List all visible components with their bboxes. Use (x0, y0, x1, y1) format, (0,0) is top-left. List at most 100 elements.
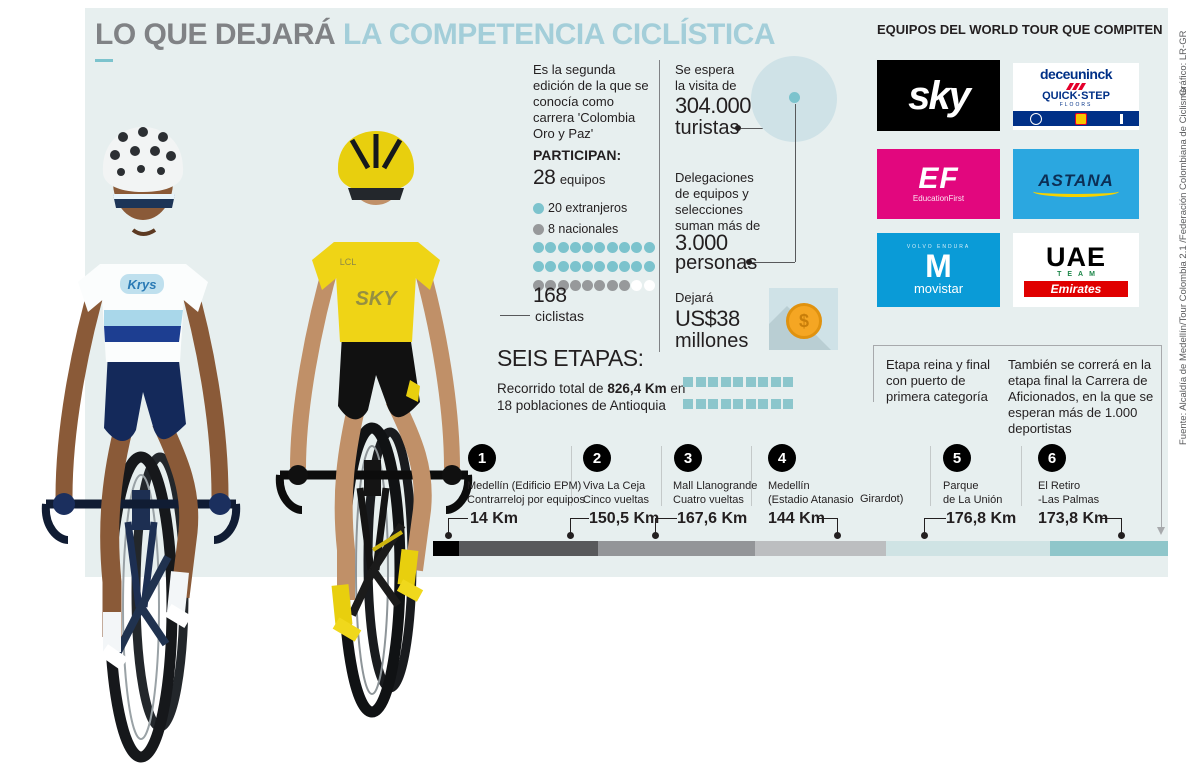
town-square (733, 399, 743, 409)
km-leader (448, 518, 468, 519)
km-leader (818, 518, 838, 519)
delegations-intro: Delegaciones de equipos y selecciones su… (675, 170, 787, 234)
team-dot-teal (582, 260, 594, 272)
uae-emirates: Emirates (1024, 280, 1128, 297)
team-dot-teal (569, 260, 581, 272)
team-dot-teal (545, 260, 557, 272)
tourists-bubble-dot (789, 92, 800, 103)
bar-segment-5 (886, 541, 1050, 556)
stage-3-km: 167,6 Km (677, 510, 748, 527)
delegations-unit: personas (675, 252, 758, 274)
stage-2-location: Viva La Ceja Cinco vueltas (583, 480, 650, 506)
sky-wordmark: sky (908, 73, 971, 118)
intro-text: Es la segunda edición de la que se conoc… (533, 62, 649, 141)
stage-1-km: 14 Km (470, 510, 519, 527)
delegations-l1: Delegaciones (675, 170, 754, 185)
km-leader (655, 518, 677, 519)
delegations-connector-line (795, 104, 796, 262)
tourists-intro: Se espera la visita de (675, 62, 775, 94)
movistar-wordmark: movistar (913, 281, 964, 296)
stage-3-location: Mall Llanogrande Cuatro vueltas (673, 480, 758, 506)
team-dot-gray (582, 279, 594, 291)
stage-5-bar-dot (921, 532, 928, 539)
stage-2-number: 2 (583, 444, 611, 472)
legend-foreign-label: 20 extranjeros (548, 201, 628, 215)
arrow-down-icon (1157, 527, 1165, 535)
route-description: Recorrido total de 826,4 Km en 18 poblac… (497, 380, 685, 414)
team-logo-uae: UAE TEAM Emirates (1013, 233, 1139, 307)
town-square (683, 377, 693, 387)
teams-dot-grid (533, 242, 659, 298)
stage-2-bar-dot (567, 532, 574, 539)
km-leader (1121, 518, 1122, 534)
deceuninck-wordmark: deceuninck (1039, 66, 1113, 82)
team-dot-teal (643, 242, 655, 253)
astana-wordmark: ASTANA (1038, 170, 1114, 190)
note-queen-stage: Etapa reina y final con puerto de primer… (886, 357, 991, 404)
town-square (770, 399, 781, 409)
tourists-value: 304.000 (675, 93, 752, 118)
tourists-leader-line (741, 128, 763, 129)
route-line1: Recorrido total de 826,4 Km en (497, 381, 686, 396)
town-square (720, 377, 731, 387)
team-dot-gray (606, 279, 618, 291)
stage-1-number: 1 (468, 444, 496, 472)
movistar-sponsors: VOLVO ENDURA (906, 244, 971, 250)
uae-team: TEAM (1057, 270, 1101, 278)
cyclist-left-photo: Krys (41, 127, 241, 763)
tourists-intro-l1: Se espera (675, 62, 735, 77)
stage-separator (661, 446, 662, 506)
stage-4-bar-dot (834, 532, 841, 539)
money-intro: Dejará (675, 290, 714, 305)
stage-5-number: 5 (943, 444, 971, 472)
riders-count-value: 168 (533, 284, 567, 307)
legend-national: 8 nacionales (533, 222, 618, 236)
delegations-leader-line (752, 262, 795, 263)
delegations-l2: de equipos y (675, 186, 749, 201)
delegations-value: 3.000 (675, 230, 728, 255)
stage-separator (1021, 446, 1022, 506)
teams-count-label: equipos (559, 172, 606, 187)
tourists-leader-dot (735, 125, 741, 131)
town-square (683, 399, 693, 409)
km-leader (924, 518, 946, 519)
ef-wordmark: EF (918, 162, 959, 195)
km-leader (837, 518, 838, 534)
town-square (745, 399, 756, 409)
riders-leader-line (500, 315, 530, 316)
tourists-intro-l2: la visita de (675, 78, 737, 93)
team-dot-white (631, 279, 643, 291)
town-square (695, 377, 706, 387)
town-square (783, 377, 793, 387)
teams-section-heading: EQUIPOS DEL WORLD TOUR QUE COMPITEN (877, 22, 1163, 37)
team-dot-teal (594, 242, 606, 253)
stage-1-location: Medellín (Edificio EPM) Contrarreloj por … (467, 480, 586, 506)
teams-count: 28 equipos (533, 166, 605, 190)
note-bracket-top (873, 345, 1162, 346)
team-dot-teal (619, 242, 631, 253)
stage-separator (930, 446, 931, 506)
team-dot-teal (631, 260, 643, 272)
note-amateur-race: También se correrá en la etapa final la … (1008, 357, 1154, 436)
stage-4-location-overflow: Girardot) (860, 493, 904, 505)
town-square (708, 377, 718, 387)
team-logo-deceuninck-quickstep: deceuninck QUICK·STEP FLOORS (1013, 63, 1139, 130)
team-dot-teal (619, 260, 631, 272)
team-dot-gray (569, 279, 581, 291)
town-square (695, 399, 706, 409)
cyclist-right-photo: SKY LCL (275, 131, 473, 718)
tourists-unit: turistas (675, 117, 740, 139)
team-logo-movistar: VOLVO ENDURA M movistar (877, 233, 1000, 307)
riders-count-label: ciclistas (535, 308, 585, 324)
town-square (783, 399, 793, 409)
uae-wordmark: UAE (1045, 241, 1106, 272)
stage-6-km: 173,8 Km (1038, 510, 1109, 527)
teams-count-value: 28 (533, 166, 556, 189)
bar-segment-6 (1050, 541, 1168, 556)
towns-square-grid (683, 377, 799, 421)
bar-segment-4 (755, 541, 886, 556)
town-square (745, 377, 756, 387)
astana-swoosh-icon (1033, 186, 1119, 197)
money-value: US$38 (675, 306, 740, 331)
column-divider-line (659, 60, 660, 352)
